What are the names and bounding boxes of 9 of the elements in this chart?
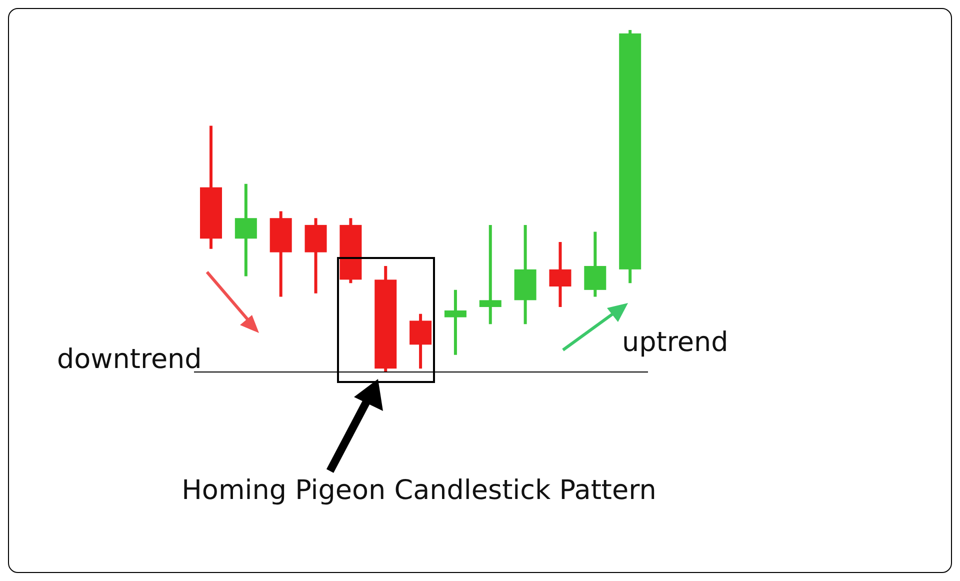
- candlestick: [584, 232, 606, 297]
- annotation: uptrend: [622, 327, 730, 358]
- annotation: downtrend: [57, 344, 203, 375]
- candlestick: [410, 314, 432, 369]
- candlestick: [234, 184, 257, 276]
- candlestick: [479, 224, 502, 324]
- text: Homing Pigeon Candlestick Pattern: [180, 475, 658, 506]
- candlestick: [444, 290, 466, 355]
- candlestick: [549, 242, 572, 308]
